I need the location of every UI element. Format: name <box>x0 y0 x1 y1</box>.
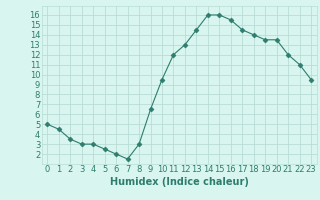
X-axis label: Humidex (Indice chaleur): Humidex (Indice chaleur) <box>110 177 249 187</box>
